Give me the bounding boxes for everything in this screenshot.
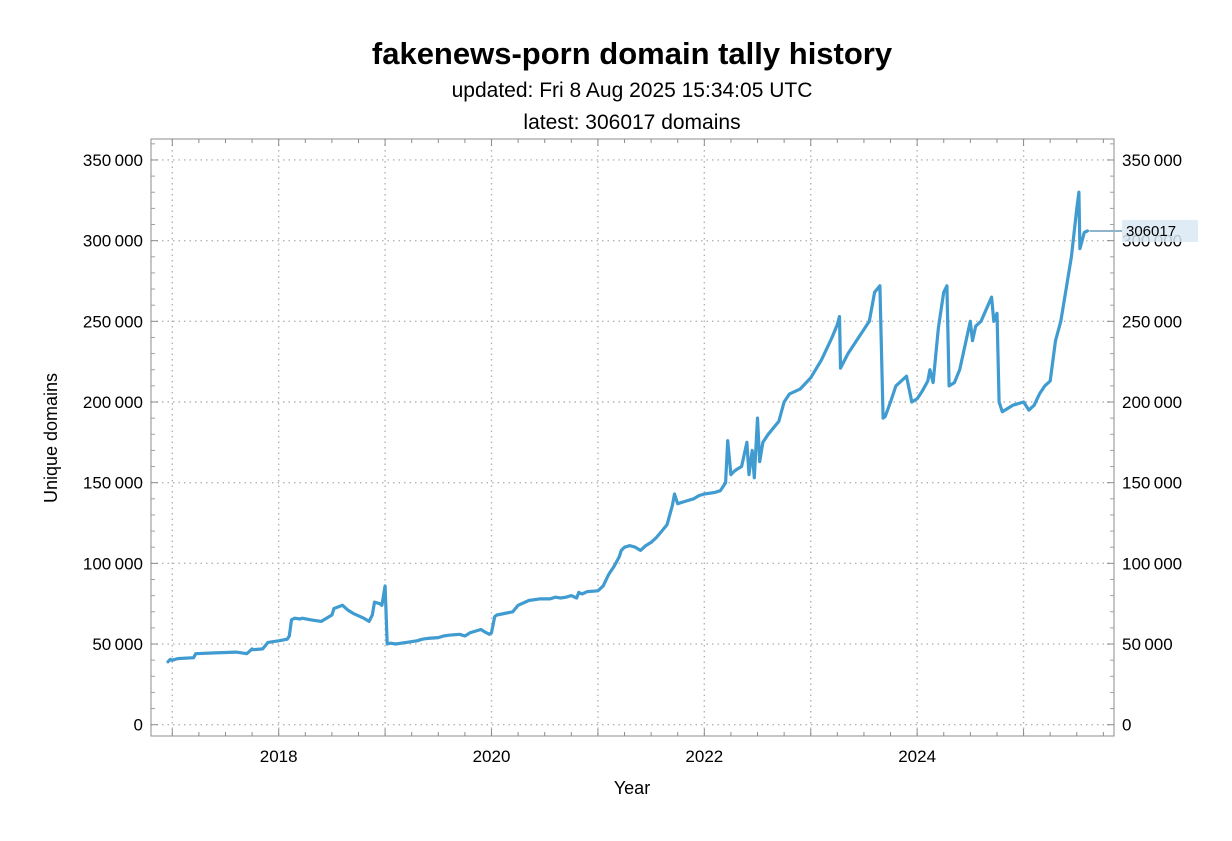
- y-tick-label-right: 250 000: [1122, 312, 1182, 331]
- chart-title: fakenews-porn domain tally history: [372, 36, 893, 71]
- y-tick-label-left: 50 000: [92, 635, 143, 654]
- y-tick-label-right: 200 000: [1122, 393, 1182, 412]
- x-tick-label: 2020: [473, 747, 511, 766]
- y-tick-label-left: 150 000: [83, 474, 143, 493]
- axis-ticks: [151, 139, 1114, 736]
- grid: [151, 139, 1114, 736]
- x-axis-labels: 2018 2020 2022 2024: [260, 747, 936, 766]
- y-tick-label-left: 300 000: [83, 232, 143, 251]
- y-tick-label-right: 50 000: [1122, 635, 1173, 654]
- y-tick-label-left: 0: [134, 716, 143, 735]
- y-tick-label-right: 0: [1122, 716, 1131, 735]
- chart-subtitle-latest: latest: 306017 domains: [523, 111, 740, 134]
- y-axis-title: Unique domains: [41, 373, 61, 503]
- y-tick-label-left: 250 000: [83, 312, 143, 331]
- chart-subtitle-updated: updated: Fri 8 Aug 2025 15:34:05 UTC: [452, 79, 813, 102]
- series-line: [166, 190, 1090, 664]
- y-tick-label-right: 150 000: [1122, 474, 1182, 493]
- y-tick-label-left: 200 000: [83, 393, 143, 412]
- y-tick-label-left: 350 000: [83, 151, 143, 170]
- x-tick-label: 2022: [685, 747, 723, 766]
- y-tick-label-left: 100 000: [83, 554, 143, 573]
- y-tick-label-right: 350 000: [1122, 151, 1182, 170]
- x-tick-label: 2018: [260, 747, 298, 766]
- callout-label: 306017: [1126, 223, 1176, 240]
- y-tick-label-right: 100 000: [1122, 554, 1182, 573]
- latest-value-callout: 306017: [1089, 219, 1198, 242]
- callout-box: [1122, 219, 1198, 242]
- series-layer: [166, 190, 1090, 664]
- x-axis-title: Year: [614, 778, 650, 798]
- x-tick-label: 2024: [898, 747, 936, 766]
- plot-frame: [150, 138, 1115, 737]
- y-axis-left-labels: 0 50 000 100 000 150 000 200 000 250 000 300 0…: [83, 151, 143, 735]
